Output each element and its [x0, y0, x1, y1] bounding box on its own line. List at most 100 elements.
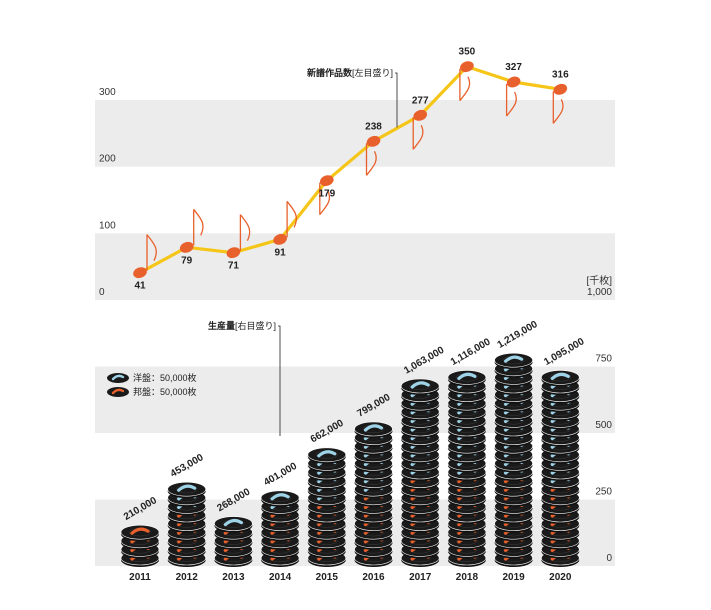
bar-value-label: 401,000: [262, 461, 299, 489]
disc-western: [494, 352, 533, 370]
disc-western: [400, 378, 440, 395]
bar-value-label: 1,116,000: [449, 336, 493, 368]
line-annotation-leader: [395, 72, 398, 128]
left-tick-label: 200: [99, 154, 116, 165]
note-head: [226, 247, 241, 259]
note-head: [133, 267, 147, 279]
right-tick-label: 750: [595, 354, 612, 365]
disc-label: [550, 372, 570, 380]
disc-body: [307, 447, 347, 463]
right-axis-unit: [千枚]: [586, 274, 612, 287]
legend-label: 邦盤：50,000枚: [133, 386, 197, 397]
year-label: 2011: [129, 572, 151, 583]
year-label: 2012: [176, 572, 199, 583]
left-tick-label: 100: [99, 220, 116, 231]
disc-label: [457, 372, 477, 380]
disc-label: [130, 527, 150, 535]
year-label: 2019: [502, 572, 525, 583]
note-marker: [133, 234, 157, 279]
legend-disc: [107, 373, 129, 383]
right-tick-label: 500: [595, 420, 612, 431]
note-head: [413, 109, 428, 121]
year-label: 2013: [222, 572, 245, 583]
disc-body: [540, 370, 580, 385]
line-annotation: 新譜作品数[左目盛り]: [307, 67, 393, 78]
legend-disc-label: [111, 388, 125, 395]
note-flag: [365, 151, 377, 176]
note-marker: [226, 214, 251, 259]
line-value-label: 91: [275, 247, 287, 258]
note-head: [273, 233, 287, 245]
line-value-label: 327: [505, 62, 522, 73]
legend-item: 邦盤：50,000枚: [107, 386, 197, 397]
disc-body: [400, 378, 440, 394]
note-flag: [319, 190, 331, 216]
line-value-label: 316: [552, 69, 569, 80]
note-head: [366, 135, 381, 147]
disc-western: [214, 516, 253, 533]
disc-stacks: [120, 352, 580, 567]
disc-label: [317, 450, 337, 458]
right-axis: 0 250 500 750 1,000[千枚]: [586, 274, 612, 564]
bar-value-label: 453,000: [169, 452, 206, 480]
disc-body: [354, 421, 393, 437]
bar-annotation-leader: [278, 325, 281, 436]
disc-body: [494, 352, 533, 368]
note-marker: [505, 76, 521, 117]
left-axis: 0 100 200 300: [99, 87, 116, 298]
year-label: 2017: [409, 572, 432, 583]
line-series: [133, 61, 568, 279]
disc-western: [354, 421, 393, 438]
note-flag: [239, 214, 251, 241]
note-marker: [179, 208, 204, 253]
year-label: 2014: [269, 572, 292, 583]
x-axis-years: 2011 2012 2013 2014 2015 2016 2017 2018 2019 2020: [129, 572, 572, 583]
note-flag: [459, 76, 471, 102]
disc-body: [120, 524, 160, 540]
note-flag: [146, 234, 157, 261]
note-head: [506, 76, 521, 88]
line-value-label: 350: [459, 47, 476, 58]
note-flag: [286, 200, 298, 228]
note-head: [179, 241, 194, 253]
disc-body: [260, 490, 300, 506]
note-marker: [459, 61, 474, 102]
bar-value-label: 1,095,000: [542, 336, 586, 368]
note-marker: [412, 109, 428, 150]
note-flag: [506, 91, 517, 117]
annotations: 新譜作品数[左目盛り] 生産量[右目盛り]: [208, 67, 398, 436]
disc-western: [307, 447, 347, 464]
disc-western: [540, 370, 580, 387]
note-head: [460, 61, 474, 73]
right-tick-label: 1,000: [587, 287, 612, 298]
disc-western: [167, 481, 206, 499]
year-label: 2015: [316, 572, 339, 583]
legend-disc: [107, 387, 129, 397]
note-flag: [193, 208, 204, 236]
disc-body: [447, 370, 487, 385]
note-marker: [552, 83, 568, 124]
year-label: 2020: [549, 572, 572, 583]
note-head: [319, 175, 334, 187]
disc-label: [504, 355, 524, 363]
note-marker: [319, 175, 334, 216]
line-value-label: 71: [228, 261, 240, 272]
right-tick-label: 250: [595, 487, 612, 498]
left-tick-label: 0: [99, 287, 105, 298]
disc-label: [363, 424, 384, 432]
note-marker: [365, 135, 381, 176]
disc-body: [167, 481, 206, 497]
legend-label: 洋盤：50,000枚: [133, 372, 197, 383]
line-value-label: 179: [318, 189, 335, 200]
note-head: [553, 83, 568, 95]
disc-body: [214, 516, 253, 531]
left-tick-label: 300: [99, 87, 116, 98]
disc-western: [260, 490, 300, 507]
disc-label: [223, 518, 243, 527]
disc-japanese: [120, 524, 160, 542]
line-path: [139, 65, 561, 275]
line-value-label: 41: [134, 281, 146, 292]
line-value-label: 79: [181, 255, 193, 266]
year-label: 2016: [362, 572, 385, 583]
